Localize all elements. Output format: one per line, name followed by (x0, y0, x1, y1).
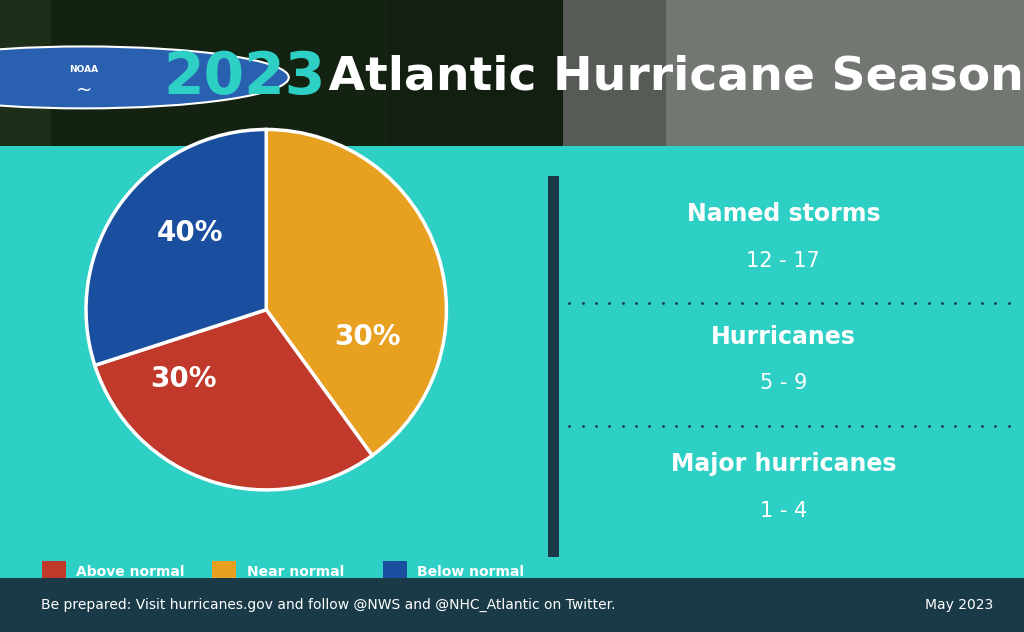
Text: 1 - 4: 1 - 4 (760, 501, 807, 521)
Bar (0, 145, 1024, 161)
Bar (548, 176, 559, 557)
Text: Named storms: Named storms (686, 202, 881, 226)
Bar (0, 0, 389, 155)
Text: 5 - 9: 5 - 9 (760, 374, 807, 394)
Text: Season probability: Season probability (42, 607, 217, 625)
Circle shape (0, 47, 289, 108)
Text: 12 - 17: 12 - 17 (746, 251, 820, 270)
Text: May 2023: May 2023 (925, 598, 993, 612)
Text: NOAA: NOAA (70, 65, 98, 74)
Text: Atlantic Hurricane Season Outlook: Atlantic Hurricane Season Outlook (312, 55, 1024, 100)
Text: Hurricanes: Hurricanes (711, 325, 856, 349)
Text: 30%: 30% (334, 323, 400, 351)
Bar (383, 561, 407, 583)
Wedge shape (86, 130, 266, 365)
Wedge shape (95, 310, 372, 490)
Bar (563, 0, 1024, 155)
Text: Near normal: Near normal (247, 565, 344, 579)
Text: Below normal: Below normal (417, 565, 524, 579)
Text: Above normal: Above normal (77, 565, 185, 579)
Text: Be prepared: Visit hurricanes.gov and follow @NWS and @NHC_Atlantic on Twitter.: Be prepared: Visit hurricanes.gov and fo… (41, 598, 615, 612)
Wedge shape (266, 130, 446, 456)
Text: ~: ~ (76, 80, 92, 99)
Bar (51, 0, 563, 155)
Bar (42, 561, 66, 583)
Text: 40%: 40% (157, 219, 223, 247)
Text: 2023: 2023 (164, 49, 327, 106)
Text: Major hurricanes: Major hurricanes (671, 452, 896, 476)
Bar (666, 0, 1024, 155)
Text: 30%: 30% (151, 365, 217, 393)
Bar (212, 561, 237, 583)
